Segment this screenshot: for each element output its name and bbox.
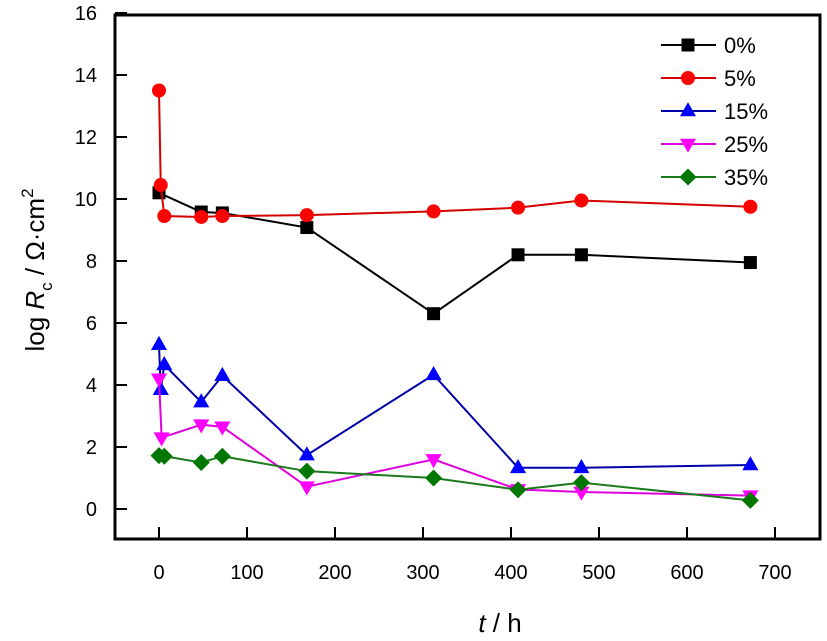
legend-item: 15% [661, 99, 768, 124]
data-point [194, 209, 209, 224]
series-35pct [150, 447, 759, 509]
x-tick-label: 0 [153, 562, 164, 584]
y-tick-label: 2 [86, 437, 97, 459]
series-line [158, 90, 751, 218]
data-point [298, 446, 315, 461]
y-tick-label: 12 [75, 127, 97, 149]
y-axis-sub: c [37, 282, 56, 291]
x-tick-label: 600 [670, 562, 703, 584]
series-5pct [152, 83, 758, 224]
data-point [426, 204, 441, 219]
data-point [511, 248, 525, 262]
y-axis-unit: / Ω·cm [20, 198, 50, 282]
data-point [156, 356, 173, 371]
data-point [741, 491, 759, 509]
legend-item: 35% [661, 165, 768, 190]
legend-marker [679, 138, 697, 153]
data-point [157, 209, 172, 224]
legend-label: 0% [724, 33, 756, 58]
data-point [425, 469, 443, 487]
legend-marker [679, 168, 697, 186]
y-tick-label: 10 [75, 189, 97, 211]
data-point [425, 365, 442, 381]
data-point [153, 432, 170, 447]
data-point [213, 447, 231, 465]
data-point [572, 474, 590, 492]
legend-label: 5% [724, 66, 756, 91]
x-tick-label: 700 [758, 562, 791, 584]
data-point [214, 366, 231, 381]
series-0pct [152, 186, 757, 321]
data-point [298, 462, 316, 480]
data-point [298, 481, 315, 496]
legend-item: 0% [661, 33, 756, 58]
data-point [742, 456, 759, 471]
plot-frame [113, 13, 822, 541]
series-line [158, 378, 751, 497]
legend-label: 15% [724, 99, 768, 124]
tick-labels: 0 100 200 300 400 500 600 700 0 2 4 6 8 10 12 14 16 [75, 3, 792, 584]
data-point [152, 380, 169, 395]
y-axis-sup: 2 [18, 188, 37, 197]
y-tick-label: 14 [75, 65, 97, 87]
legend-item: 25% [661, 132, 768, 157]
y-axis-prefix: log [20, 310, 50, 352]
x-tick-label: 400 [494, 562, 527, 584]
data-point [300, 221, 314, 235]
y-tick-label: 4 [86, 375, 97, 397]
legend-marker [679, 102, 697, 117]
y-tick-label: 8 [86, 251, 97, 273]
data-point [150, 335, 168, 350]
x-axis-unit: / h [486, 608, 522, 638]
y-axis-var: R [20, 291, 50, 310]
x-tick-label: 100 [230, 562, 263, 584]
legend-item: 5% [661, 66, 756, 91]
series-15pct [150, 335, 759, 474]
data-point [215, 209, 230, 224]
x-axis-var: t [478, 608, 487, 638]
data-point [299, 208, 314, 223]
data-point [155, 447, 173, 465]
data-point [153, 178, 168, 193]
data-point [192, 453, 210, 472]
legend: 0% 5% 15% 25% 35% [661, 33, 768, 190]
data-point [214, 421, 231, 436]
series-layer [150, 83, 759, 509]
legend-label: 25% [724, 132, 768, 157]
legend-label: 35% [724, 165, 768, 190]
x-tick-label: 300 [406, 562, 439, 584]
series-line [158, 344, 751, 469]
legend-marker [681, 38, 695, 52]
legend-marker [681, 71, 695, 85]
data-point [511, 200, 526, 215]
y-axis-title: log Rc / Ω·cm2 [18, 188, 56, 351]
y-tick-label: 0 [86, 499, 97, 521]
axis-ticks [115, 12, 776, 539]
x-axis-title: t / h [478, 608, 521, 638]
data-point [425, 454, 442, 469]
y-tick-label: 16 [75, 3, 97, 25]
series-25pct [150, 373, 759, 505]
data-point [743, 199, 758, 214]
data-point [743, 256, 757, 270]
data-point [193, 419, 210, 434]
x-tick-label: 200 [318, 562, 351, 584]
data-point [509, 481, 527, 499]
data-point [573, 458, 590, 474]
x-tick-label: 500 [582, 562, 615, 584]
data-point [574, 248, 588, 262]
data-point [574, 193, 589, 208]
y-tick-label: 6 [86, 313, 97, 335]
data-point [509, 458, 527, 474]
data-point [193, 393, 210, 408]
data-point [150, 373, 168, 388]
data-point [427, 307, 441, 321]
data-point [152, 83, 166, 98]
